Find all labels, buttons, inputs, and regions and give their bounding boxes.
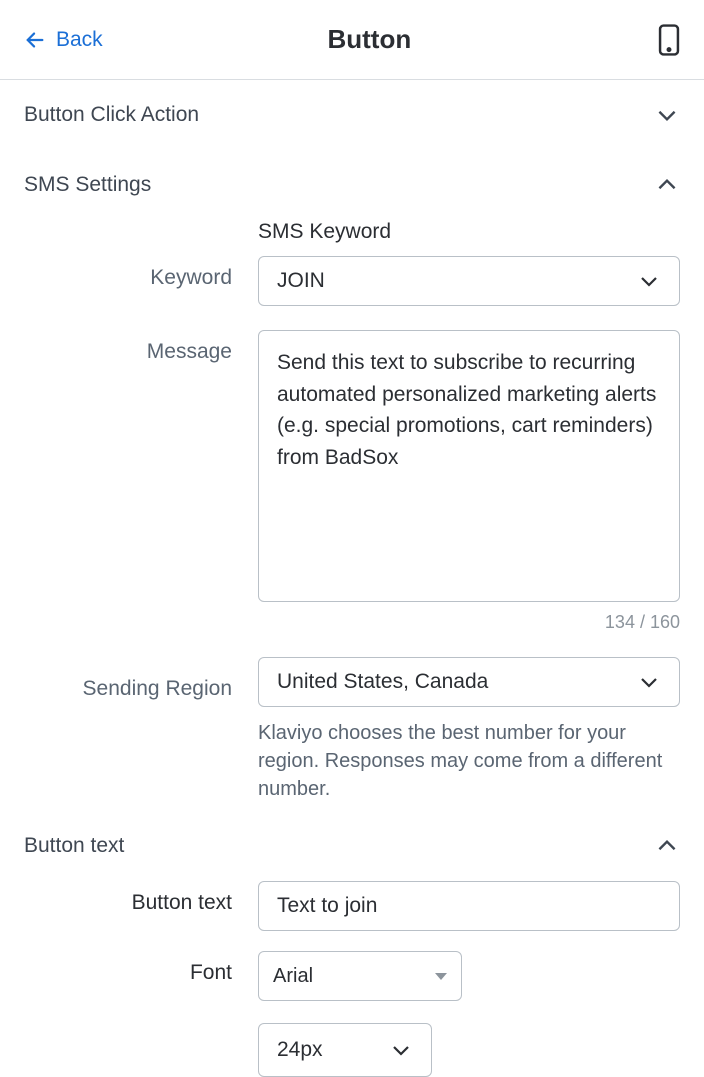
section-header-button-click-action[interactable]: Button Click Action — [0, 80, 704, 150]
sending-region-row: Sending Region United States, Canada Kla… — [24, 657, 680, 803]
back-button[interactable]: Back — [16, 22, 111, 58]
message-textarea[interactable] — [258, 330, 680, 602]
page-title: Button — [111, 24, 628, 55]
message-label: Message — [24, 330, 258, 364]
button-text-body: Button text Font Arial 24px — [0, 881, 704, 1077]
header: Back Button — [0, 0, 704, 80]
sending-region-value: United States, Canada — [277, 670, 488, 694]
chevron-down-icon — [637, 670, 661, 694]
font-family-select[interactable]: Arial — [258, 951, 462, 1001]
keyword-label: Keyword — [24, 256, 258, 290]
section-title: SMS Settings — [24, 173, 151, 197]
font-row: Font Arial 24px — [24, 951, 680, 1077]
sms-keyword-heading: SMS Keyword — [258, 220, 680, 244]
chevron-down-icon — [637, 269, 661, 293]
sending-region-helper: Klaviyo chooses the best number for your… — [258, 719, 680, 803]
sms-settings-body: SMS Keyword Keyword JOIN Message 134 / 1… — [0, 220, 704, 803]
back-arrow-icon — [24, 29, 46, 51]
chevron-up-icon — [654, 833, 680, 859]
chevron-up-icon — [654, 172, 680, 198]
message-row: Message 134 / 160 — [24, 330, 680, 633]
section-header-sms-settings[interactable]: SMS Settings — [0, 150, 704, 220]
button-text-row: Button text — [24, 881, 680, 931]
chevron-down-icon — [654, 102, 680, 128]
keyword-value: JOIN — [277, 269, 325, 293]
font-size-value: 24px — [277, 1038, 323, 1062]
font-size-select[interactable]: 24px — [258, 1023, 432, 1077]
font-family-value: Arial — [273, 965, 313, 988]
device-preview-icon[interactable] — [658, 23, 680, 57]
button-text-input[interactable] — [258, 881, 680, 931]
sending-region-select[interactable]: United States, Canada — [258, 657, 680, 707]
back-label: Back — [56, 28, 103, 52]
section-title: Button Click Action — [24, 103, 199, 127]
sending-region-label: Sending Region — [24, 657, 258, 701]
section-title: Button text — [24, 834, 124, 858]
button-text-label: Button text — [24, 881, 258, 915]
section-header-button-text[interactable]: Button text — [0, 827, 704, 881]
font-label: Font — [24, 951, 258, 985]
char-count: 134 / 160 — [258, 612, 680, 633]
caret-down-icon — [435, 973, 447, 980]
chevron-down-icon — [389, 1038, 413, 1062]
keyword-select[interactable]: JOIN — [258, 256, 680, 306]
keyword-row: Keyword JOIN — [24, 256, 680, 306]
